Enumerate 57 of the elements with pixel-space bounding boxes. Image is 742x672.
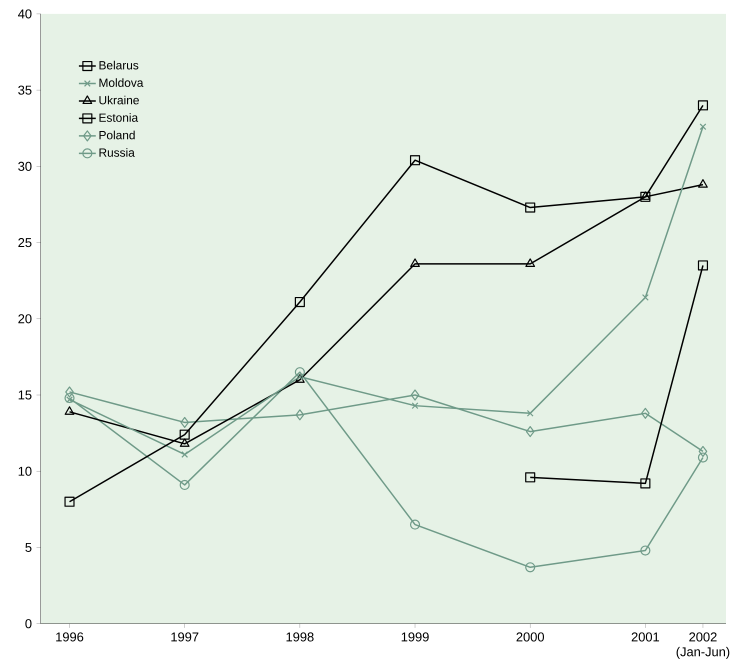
point	[180, 429, 190, 440]
legend-label: Estonia	[99, 112, 138, 122]
point	[641, 408, 650, 419]
point	[698, 446, 708, 457]
point	[180, 416, 190, 428]
point	[294, 296, 305, 307]
legend-label: Poland	[99, 130, 135, 140]
point	[410, 519, 420, 530]
legend-label: Russia	[99, 148, 135, 157]
x-tick-label: 2002 (Jan-Jun)	[676, 632, 730, 659]
point	[181, 450, 188, 458]
point	[410, 258, 420, 267]
point	[180, 438, 190, 447]
x-tick-label: 1998	[286, 632, 314, 642]
x-tick-label: 1997	[171, 632, 198, 642]
point	[525, 562, 536, 572]
point	[64, 392, 75, 403]
point	[65, 386, 74, 398]
y-tick-label: 0	[25, 618, 32, 628]
point	[296, 409, 304, 420]
y-tick-label: 40	[18, 9, 32, 18]
point	[64, 496, 75, 507]
point	[698, 100, 708, 110]
legend-label: Moldova	[99, 78, 144, 87]
point	[525, 472, 536, 482]
point	[526, 410, 534, 417]
point	[64, 406, 74, 415]
y-tick-label: 30	[18, 162, 32, 171]
point	[526, 426, 535, 437]
x-tick-label: 2001	[632, 632, 660, 642]
y-tick-label: 5	[25, 542, 32, 552]
point	[698, 178, 708, 188]
legend-label: Belarus	[99, 60, 138, 70]
point	[640, 545, 650, 556]
point	[294, 374, 305, 383]
x-tick-label: 2000	[516, 632, 544, 642]
point	[642, 294, 649, 301]
point	[525, 258, 536, 267]
point	[698, 260, 708, 270]
point	[698, 452, 708, 462]
point	[410, 389, 420, 400]
y-tick-label: 35	[18, 85, 32, 94]
y-tick-label: 20	[18, 314, 32, 324]
legend-label: Ukraine	[99, 96, 139, 104]
x-tick-label: 1999	[402, 632, 429, 642]
point	[180, 480, 190, 490]
point	[296, 373, 304, 380]
point	[294, 366, 305, 378]
y-tick-label: 15	[18, 390, 32, 400]
y-tick-label: 25	[18, 238, 32, 247]
point	[700, 123, 706, 130]
point	[410, 155, 420, 166]
point	[412, 402, 418, 409]
x-tick-label: 1996	[56, 632, 84, 642]
point	[640, 478, 650, 488]
point	[525, 202, 536, 212]
y-tick-label: 10	[18, 466, 32, 476]
